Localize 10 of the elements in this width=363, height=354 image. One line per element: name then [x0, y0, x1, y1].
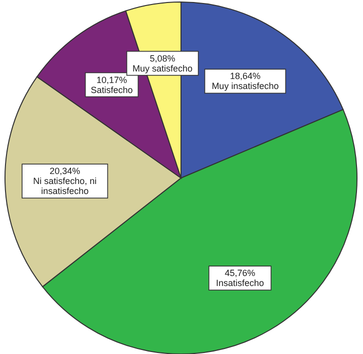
- data-label: 45,76%: [224, 268, 256, 278]
- data-label: 5,08%: [150, 53, 176, 64]
- slice-label: Muy satisfecho: [132, 63, 193, 74]
- slice-label: Satisfecho: [90, 84, 133, 95]
- data-label: 20,34%: [50, 166, 80, 176]
- data-label: 10,17%: [96, 74, 128, 85]
- slice-label: Insatisfecho: [216, 278, 264, 288]
- data-label: 18,64%: [230, 71, 260, 82]
- slice-label: Muy insatisfecho: [212, 81, 279, 92]
- slice-label: Ni satisfecho, ni insatisfecho: [33, 176, 97, 196]
